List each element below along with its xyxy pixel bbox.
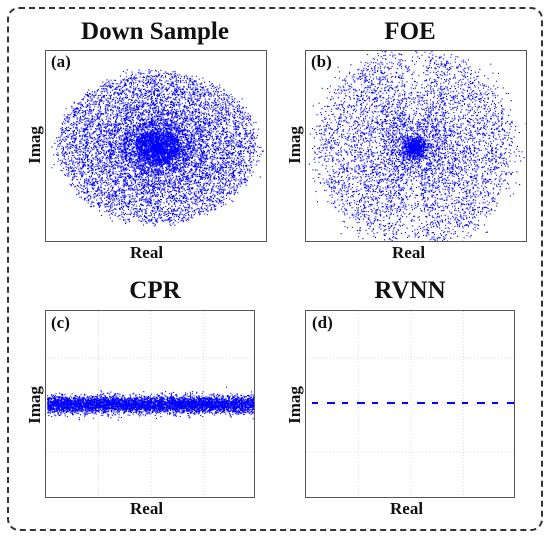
dash-segment — [462, 402, 468, 404]
panel-a-xlabel: Real — [130, 243, 164, 262]
dash-segment — [507, 402, 514, 404]
panel-c-scatter — [46, 311, 254, 497]
panel-d-tag: (d) — [312, 313, 333, 332]
panel-d-grid — [306, 311, 514, 497]
panel-a-scatter — [51, 69, 264, 227]
panel-b-scatter — [308, 51, 526, 241]
panel-c-plot — [45, 310, 255, 498]
panel-a-title: Down Sample — [81, 18, 229, 45]
panel-b-plot — [305, 50, 527, 242]
panel-b-title: FOE — [384, 18, 436, 45]
panel-b-points — [308, 51, 526, 241]
dash-segment — [372, 402, 378, 404]
panel-b-points-points — [308, 51, 526, 241]
panel-d-plot — [305, 310, 515, 498]
figure-frame — [7, 7, 543, 531]
dash-segment — [477, 402, 485, 404]
dash-segment — [357, 402, 365, 404]
panel-c-ylabel: Imag — [25, 386, 44, 424]
panel-b-tag: (b) — [311, 52, 332, 71]
panel-c-points — [47, 386, 254, 421]
panel-a-points — [51, 69, 264, 227]
panel-b-ylabel: Imag — [285, 126, 304, 164]
dash-segment — [312, 402, 318, 404]
panel-b-xlabel: Real — [392, 243, 426, 262]
dash-segment — [402, 402, 408, 404]
panel-d-points — [312, 402, 514, 404]
dash-segment — [327, 402, 335, 404]
dash-segment — [432, 402, 438, 404]
dash-segment — [342, 402, 348, 404]
dash-segment — [387, 402, 395, 404]
panel-d-title: RVNN — [374, 277, 446, 304]
panel-a-ylabel: Imag — [25, 126, 44, 164]
panel-d-scatter — [306, 311, 514, 497]
dash-segment — [417, 402, 425, 404]
dash-segment — [492, 402, 498, 404]
panel-a-points-points — [51, 69, 264, 227]
panel-d-xlabel: Real — [390, 499, 424, 518]
panel-a-plot — [45, 50, 267, 242]
panel-c-title: CPR — [129, 277, 181, 304]
panel-a-tag: (a) — [51, 52, 71, 71]
panel-d-ylabel: Imag — [285, 386, 304, 424]
panel-c-xlabel: Real — [130, 499, 164, 518]
dash-segment — [447, 402, 455, 404]
panel-c-tag: (c) — [51, 313, 70, 332]
panel-c-points-points — [47, 386, 254, 421]
